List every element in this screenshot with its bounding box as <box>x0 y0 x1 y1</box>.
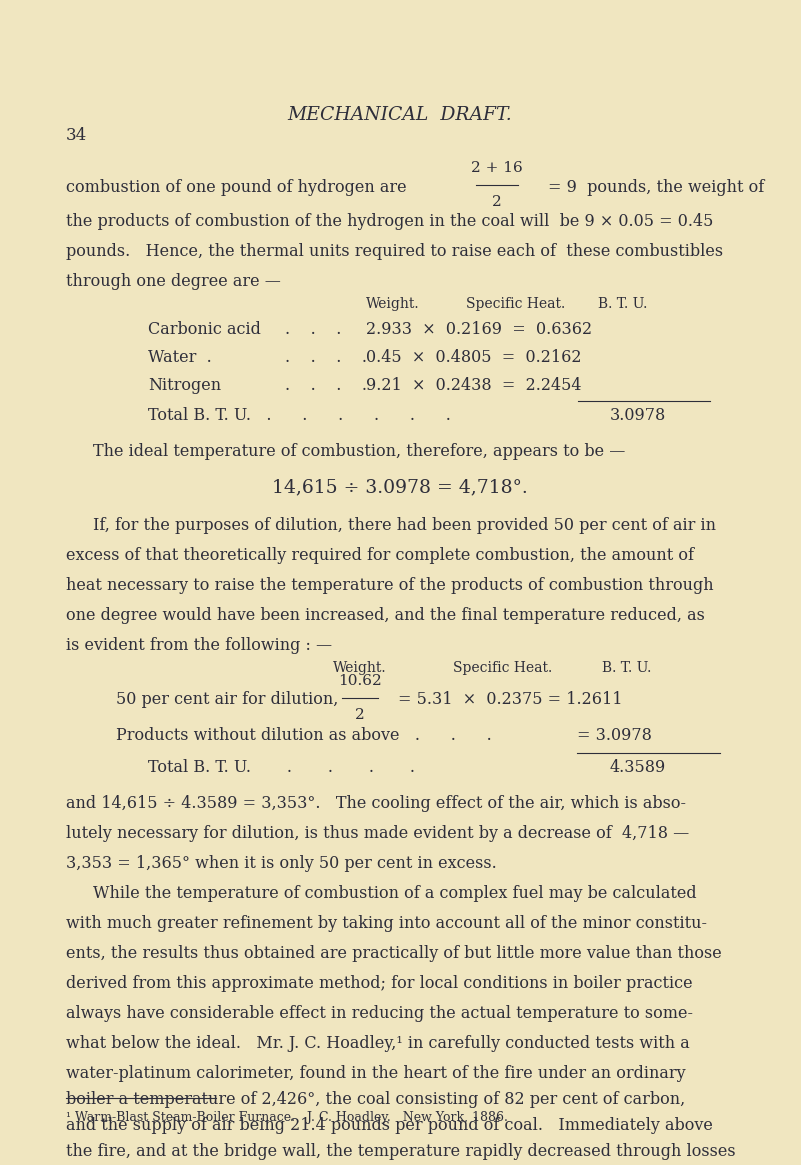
Text: pounds.   Hence, the thermal units required to raise each of  these combustibles: pounds. Hence, the thermal units require… <box>66 243 723 261</box>
Text: and the supply of air being 21.4 pounds per pound of coal.   Immediately above: and the supply of air being 21.4 pounds … <box>66 1117 713 1135</box>
Text: 10.62: 10.62 <box>338 675 382 689</box>
Text: 2 + 16: 2 + 16 <box>471 161 523 175</box>
Text: 9.21  ×  0.2438  =  2.2454: 9.21 × 0.2438 = 2.2454 <box>366 377 582 395</box>
Text: .    .    .: . . . <box>285 322 341 339</box>
Text: lutely necessary for dilution, is thus made evident by a decrease of  4,718 —: lutely necessary for dilution, is thus m… <box>66 826 689 842</box>
Text: one degree would have been increased, and the final temperature reduced, as: one degree would have been increased, an… <box>66 607 705 623</box>
Text: 2: 2 <box>492 195 502 209</box>
Text: through one degree are —: through one degree are — <box>66 274 281 290</box>
Text: heat necessary to raise the temperature of the products of combustion through: heat necessary to raise the temperature … <box>66 577 714 593</box>
Text: = 3.0978: = 3.0978 <box>577 727 652 744</box>
Text: always have considerable effect in reducing the actual temperature to some-: always have considerable effect in reduc… <box>66 1005 693 1023</box>
Text: 2: 2 <box>355 708 365 722</box>
Text: Products without dilution as above   .      .      .: Products without dilution as above . . . <box>116 727 492 744</box>
Text: ¹ Warm-Blast Steam-Boiler Furnace.   J. C. Hoadley.   New York, 1886.: ¹ Warm-Blast Steam-Boiler Furnace. J. C.… <box>66 1111 508 1124</box>
Text: 4.3589: 4.3589 <box>610 760 666 777</box>
Text: = 9  pounds, the weight of: = 9 pounds, the weight of <box>548 178 764 196</box>
Text: the products of combustion of the hydrogen in the coal will  be 9 × 0.05 = 0.45: the products of combustion of the hydrog… <box>66 213 714 231</box>
Text: 3,353 = 1,365° when it is only 50 per cent in excess.: 3,353 = 1,365° when it is only 50 per ce… <box>66 855 497 873</box>
Text: water-platinum calorimeter, found in the heart of the fire under an ordinary: water-platinum calorimeter, found in the… <box>66 1066 686 1082</box>
Text: = 5.31  ×  0.2375 = 1.2611: = 5.31 × 0.2375 = 1.2611 <box>398 692 622 708</box>
Text: .    .    .    .: . . . . <box>285 377 367 395</box>
Text: derived from this approximate method; for local conditions in boiler practice: derived from this approximate method; fo… <box>66 975 693 993</box>
Text: is evident from the following : —: is evident from the following : — <box>66 636 332 654</box>
Text: MECHANICAL  DRAFT.: MECHANICAL DRAFT. <box>288 106 513 123</box>
Text: and 14,615 ÷ 4.3589 = 3,353°.   The cooling effect of the air, which is abso-: and 14,615 ÷ 4.3589 = 3,353°. The coolin… <box>66 796 686 812</box>
Text: 34: 34 <box>66 127 87 143</box>
Text: .    .    .    .: . . . . <box>285 350 367 367</box>
Text: 50 per cent air for dilution,: 50 per cent air for dilution, <box>116 692 338 708</box>
Text: The ideal temperature of combustion, therefore, appears to be —: The ideal temperature of combustion, the… <box>93 444 626 460</box>
Text: ents, the results thus obtained are practically of but little more value than th: ents, the results thus obtained are prac… <box>66 946 722 962</box>
Text: Specific Heat.: Specific Heat. <box>453 661 552 675</box>
Text: B. T. U.: B. T. U. <box>598 297 647 311</box>
Text: Weight.: Weight. <box>333 661 387 675</box>
Text: Specific Heat.: Specific Heat. <box>466 297 566 311</box>
Text: 14,615 ÷ 3.0978 = 4,718°.: 14,615 ÷ 3.0978 = 4,718°. <box>272 478 528 496</box>
Text: with much greater refinement by taking into account all of the minor constitu-: with much greater refinement by taking i… <box>66 916 707 932</box>
Text: 0.45  ×  0.4805  =  0.2162: 0.45 × 0.4805 = 0.2162 <box>366 350 582 367</box>
Text: the fire, and at the bridge wall, the temperature rapidly decreased through loss: the fire, and at the bridge wall, the te… <box>66 1144 735 1160</box>
Text: Total B. T. U.   .      .      .      .      .      .: Total B. T. U. . . . . . . <box>148 408 451 424</box>
Text: 2.933  ×  0.2169  =  0.6362: 2.933 × 0.2169 = 0.6362 <box>366 322 592 339</box>
Text: combustion of one pound of hydrogen are: combustion of one pound of hydrogen are <box>66 178 407 196</box>
Text: While the temperature of combustion of a complex fuel may be calculated: While the temperature of combustion of a… <box>93 885 697 903</box>
Text: 3.0978: 3.0978 <box>610 408 666 424</box>
Text: excess of that theoretically required for complete combustion, the amount of: excess of that theoretically required fo… <box>66 546 694 564</box>
Text: boiler a temperature of 2,426°, the coal consisting of 82 per cent of carbon,: boiler a temperature of 2,426°, the coal… <box>66 1092 685 1109</box>
Text: If, for the purposes of dilution, there had been provided 50 per cent of air in: If, for the purposes of dilution, there … <box>93 516 716 534</box>
Text: what below the ideal.   Mr. J. C. Hoadley,¹ in carefully conducted tests with a: what below the ideal. Mr. J. C. Hoadley,… <box>66 1036 690 1052</box>
Text: Water  .: Water . <box>148 350 211 367</box>
Text: Total B. T. U.       .       .       .       .: Total B. T. U. . . . . <box>148 760 415 777</box>
Text: Weight.: Weight. <box>366 297 420 311</box>
Text: Nitrogen: Nitrogen <box>148 377 221 395</box>
Text: B. T. U.: B. T. U. <box>602 661 651 675</box>
Text: Carbonic acid: Carbonic acid <box>148 322 261 339</box>
